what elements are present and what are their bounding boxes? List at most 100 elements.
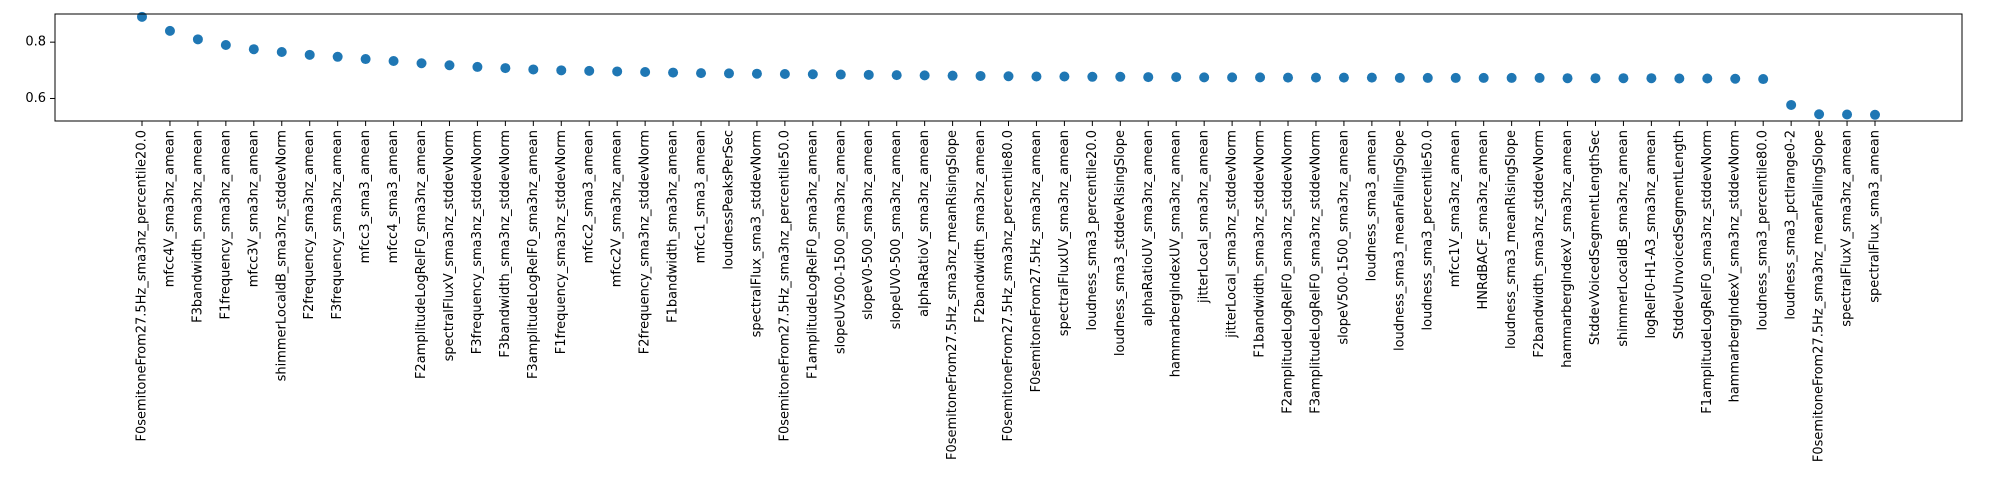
x-tick-label: loudness_sma3_stddevRisingSlope <box>1113 130 1128 356</box>
data-point <box>863 69 874 80</box>
x-tick-label: F1frequency_sma3nz_amean <box>218 130 233 320</box>
x-tick-label: loudness_sma3_pctlrange0-2 <box>1784 130 1799 320</box>
x-tick-label: loudnessPeaksPerSec <box>721 130 736 270</box>
x-tick-label: loudness_sma3_meanFallingSlope <box>1392 130 1407 351</box>
data-point <box>1702 73 1713 84</box>
data-point <box>1394 72 1405 83</box>
data-point <box>1059 71 1070 82</box>
x-tick-label: loudness_sma3_percentile80.0 <box>1756 130 1771 330</box>
x-tick-label: slopeUV0-500_sma3nz_amean <box>889 130 904 329</box>
data-point <box>500 63 511 74</box>
x-tick-label: F0semitoneFrom27.5Hz_sma3nz_percentile50… <box>777 130 792 442</box>
x-tick-label: spectralFluxV_sma3nz_stddevNorm <box>442 130 457 361</box>
x-tick-label: F1bandwidth_sma3nz_amean <box>666 130 681 323</box>
x-tick-label: loudness_sma3_meanRisingSlope <box>1504 130 1519 349</box>
data-point <box>1283 72 1294 83</box>
data-point <box>1310 72 1321 83</box>
x-tick-label: F2amplitudeLogRelF0_sma3nz_stddevNorm <box>1281 130 1296 414</box>
x-tick-label: StddevVoicedSegmentLengthSec <box>1588 130 1603 345</box>
data-point <box>947 70 958 81</box>
data-point <box>1115 71 1126 82</box>
x-tick-label: hammarbergIndexV_sma3nz_amean <box>1560 130 1575 368</box>
y-tick-label: 0.8 <box>25 35 46 50</box>
data-point <box>612 66 623 77</box>
x-tick-label: F1amplitudeLogRelF0_sma3nz_stddevNorm <box>1700 130 1715 414</box>
data-point <box>1199 72 1210 83</box>
data-point <box>1422 72 1433 83</box>
data-point <box>1758 74 1769 85</box>
data-point <box>1143 72 1154 83</box>
data-point <box>1842 109 1853 120</box>
x-tick-label: logRelF0-H1-A3_sma3nz_amean <box>1644 130 1659 339</box>
x-tick-label: spectralFluxV_sma3nz_amean <box>1840 130 1855 327</box>
data-point <box>975 70 986 81</box>
y-tick-label: 0.6 <box>25 91 46 106</box>
data-point <box>1087 71 1098 82</box>
data-point <box>1003 71 1014 82</box>
data-point <box>1171 72 1182 83</box>
data-point <box>472 61 483 72</box>
data-point <box>1618 73 1629 84</box>
data-point <box>360 54 371 65</box>
data-point <box>751 68 762 79</box>
x-tick-label: StddevUnvoicedSegmentLength <box>1672 130 1687 339</box>
y-axis-ticks: 0.6 0.8 <box>25 35 55 106</box>
data-point <box>1478 72 1489 83</box>
x-tick-label: mfcc2_sma3_amean <box>582 130 597 263</box>
data-point <box>1590 73 1601 84</box>
x-tick-label: F3frequency_sma3nz_amean <box>330 130 345 320</box>
x-tick-label: mfcc2V_sma3nz_amean <box>610 130 625 287</box>
x-tick-label: mfcc4V_sma3nz_amean <box>162 130 177 287</box>
data-point <box>1814 109 1825 120</box>
data-point <box>919 70 930 81</box>
data-point <box>388 56 399 67</box>
data-point <box>807 69 818 80</box>
data-point <box>332 51 343 62</box>
x-tick-label: F3amplitudeLogRelF0_sma3nz_amean <box>526 130 541 379</box>
data-point <box>1562 73 1573 84</box>
x-tick-label: spectralFlux_sma3_stddevNorm <box>749 130 764 337</box>
x-tick-label: spectralFluxUV_sma3nz_amean <box>1057 130 1072 336</box>
x-tick-label: alphaRatioUV_sma3nz_amean <box>1141 130 1156 326</box>
data-point <box>1227 72 1238 83</box>
x-tick-label: jitterLocal_sma3nz_amean <box>1197 130 1212 304</box>
data-point <box>137 11 147 22</box>
data-point <box>1338 72 1349 83</box>
x-tick-label: F0semitoneFrom27.5Hz_sma3nz_meanRisingSl… <box>945 130 960 460</box>
data-points <box>137 11 1880 120</box>
x-tick-label: hammarbergIndexV_sma3nz_stddevNorm <box>1728 130 1743 402</box>
data-point <box>1786 99 1797 110</box>
x-tick-label: F3amplitudeLogRelF0_sma3nz_stddevNorm <box>1308 130 1323 414</box>
data-point <box>220 39 231 50</box>
data-point <box>668 67 679 78</box>
x-tick-label: alphaRatioV_sma3nz_amean <box>917 130 932 317</box>
x-tick-label: F1frequency_sma3nz_stddevNorm <box>554 130 569 354</box>
x-tick-label: spectralFlux_sma3_amean <box>1868 130 1883 303</box>
x-tick-label: loudness_sma3_percentile50.0 <box>1420 130 1435 330</box>
data-point <box>1031 71 1042 82</box>
x-tick-label: F2frequency_sma3nz_amean <box>302 130 317 320</box>
data-point <box>528 64 539 75</box>
x-tick-label: slopeV0-500_sma3nz_amean <box>861 130 876 320</box>
data-point <box>1674 73 1685 84</box>
data-point <box>696 68 707 79</box>
x-tick-label: F0semitoneFrom27.5Hz_sma3nz_percentile80… <box>1001 130 1016 442</box>
data-point <box>1730 73 1741 84</box>
x-tick-label: slopeUV500-1500_sma3nz_amean <box>833 130 848 354</box>
x-tick-label: shimmerLocaldB_sma3nz_amean <box>1616 130 1631 347</box>
plot-frame <box>54 13 1963 122</box>
data-point <box>444 60 455 71</box>
x-tick-label: F1bandwidth_sma3nz_stddevNorm <box>1253 130 1268 358</box>
data-point <box>640 67 651 78</box>
data-point <box>1450 72 1461 83</box>
data-point <box>1534 72 1545 83</box>
data-point <box>1646 73 1657 84</box>
x-tick-label: mfcc3_sma3_amean <box>358 130 373 263</box>
data-point <box>192 34 203 45</box>
data-point <box>276 47 287 58</box>
data-point <box>1870 109 1880 120</box>
x-tick-label: mfcc3V_sma3nz_amean <box>246 130 261 287</box>
x-tick-label: mfcc1_sma3_amean <box>694 130 709 263</box>
x-tick-label: shimmerLocaldB_sma3nz_stddevNorm <box>274 130 289 381</box>
x-tick-label: F3bandwidth_sma3nz_stddevNorm <box>498 130 513 358</box>
